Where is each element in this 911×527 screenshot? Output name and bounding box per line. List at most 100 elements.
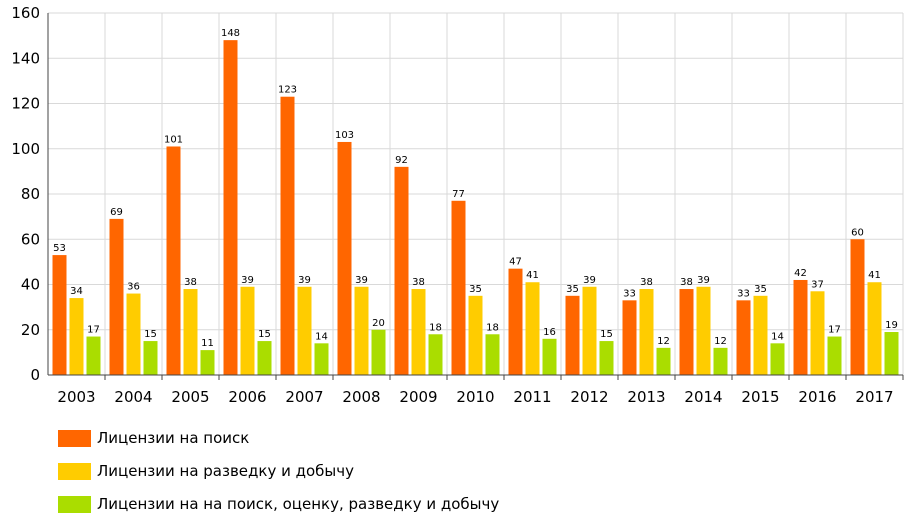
data-label: 14 — [771, 331, 784, 342]
bar — [639, 289, 654, 375]
bar — [200, 350, 215, 375]
bar — [337, 141, 352, 375]
data-label: 20 — [372, 318, 385, 329]
y-tick-label: 160 — [11, 4, 40, 22]
bar — [867, 282, 882, 375]
data-labels: 53 34 17 69 36 15 101 38 11 148 39 15 123 39 14 103 39 20… — [53, 28, 898, 349]
bar — [109, 218, 124, 375]
data-label: 39 — [583, 275, 596, 286]
x-tick-label: 2004 — [114, 388, 152, 406]
bar — [508, 268, 523, 375]
bar — [696, 286, 711, 375]
bar — [371, 329, 386, 375]
x-tick-label: 2009 — [399, 388, 437, 406]
data-label: 35 — [566, 284, 579, 295]
bar — [485, 334, 500, 375]
data-label: 16 — [543, 327, 556, 338]
legend-swatch-search — [58, 429, 91, 447]
x-tick-label: 2015 — [741, 388, 779, 406]
data-label: 38 — [680, 277, 693, 288]
x-tick-label: 2014 — [684, 388, 722, 406]
data-label: 15 — [600, 329, 613, 340]
y-tick-label: 60 — [21, 230, 40, 248]
bar — [468, 295, 483, 375]
data-label: 123 — [278, 85, 297, 96]
data-label: 11 — [201, 338, 214, 349]
legend-swatch-combined — [58, 495, 91, 513]
bar — [736, 300, 751, 375]
bar — [69, 298, 84, 375]
bar — [850, 239, 865, 375]
bar — [525, 282, 540, 375]
x-tick-label: 2008 — [342, 388, 380, 406]
bar — [451, 200, 466, 375]
x-axis: 2003 2004 2005 2006 2007 2008 2009 2010 2011 2012… — [48, 374, 904, 406]
data-label: 148 — [221, 28, 240, 39]
bar — [582, 286, 597, 375]
x-tick-label: 2010 — [456, 388, 494, 406]
grid-lines — [47, 12, 904, 376]
data-label: 103 — [335, 130, 354, 141]
legend-item-search: Лицензии на поиск — [58, 428, 499, 448]
data-label: 39 — [697, 275, 710, 286]
data-label: 34 — [70, 286, 83, 297]
bar — [679, 289, 694, 375]
data-label: 101 — [164, 134, 183, 145]
y-tick-label: 0 — [30, 366, 40, 384]
bar — [770, 343, 785, 375]
data-label: 92 — [395, 155, 408, 166]
y-tick-label: 40 — [21, 276, 40, 294]
bar — [599, 341, 614, 375]
bar — [166, 146, 181, 375]
bar — [86, 336, 101, 375]
y-tick-label: 120 — [11, 95, 40, 113]
data-label: 35 — [754, 284, 767, 295]
bar — [126, 293, 141, 375]
data-label: 41 — [868, 270, 881, 281]
bar — [223, 40, 238, 376]
legend-item-exploration: Лицензии на разведку и добычу — [58, 461, 499, 481]
x-tick-label: 2006 — [228, 388, 266, 406]
legend-label-search: Лицензии на поиск — [97, 429, 250, 447]
data-label: 33 — [623, 288, 636, 299]
bar — [884, 332, 899, 375]
data-label: 12 — [657, 336, 670, 347]
y-axis: 0 20 40 60 80 100 120 140 160 — [11, 4, 49, 384]
y-tick-label: 80 — [21, 185, 40, 203]
data-label: 38 — [640, 277, 653, 288]
x-tick-label: 2011 — [513, 388, 551, 406]
x-tick-label: 2016 — [798, 388, 836, 406]
x-tick-label: 2007 — [285, 388, 323, 406]
bar — [240, 286, 255, 375]
bar — [793, 279, 808, 375]
bars — [52, 40, 899, 376]
data-label: 47 — [509, 257, 522, 268]
bar — [354, 286, 369, 375]
bar — [656, 347, 671, 375]
data-label: 41 — [526, 270, 539, 281]
legend-swatch-exploration — [58, 462, 91, 480]
data-label: 39 — [241, 275, 254, 286]
data-label: 42 — [794, 268, 807, 279]
data-label: 14 — [315, 331, 328, 342]
data-label: 18 — [486, 322, 499, 333]
data-label: 39 — [355, 275, 368, 286]
x-tick-label: 2003 — [57, 388, 95, 406]
bar — [143, 341, 158, 375]
data-label: 17 — [87, 325, 100, 336]
bar — [411, 289, 426, 375]
legend-label-exploration: Лицензии на разведку и добычу — [97, 462, 355, 480]
data-label: 69 — [110, 207, 123, 218]
data-label: 37 — [811, 279, 824, 290]
data-label: 60 — [851, 227, 864, 238]
bar — [52, 255, 67, 375]
x-tick-label: 2005 — [171, 388, 209, 406]
bar — [280, 96, 295, 376]
data-label: 36 — [127, 282, 140, 293]
bar — [183, 289, 198, 375]
legend: Лицензии на поиск Лицензии на разведку и… — [58, 428, 499, 527]
bar — [753, 295, 768, 375]
bar — [622, 300, 637, 375]
y-tick-label: 20 — [21, 321, 40, 339]
